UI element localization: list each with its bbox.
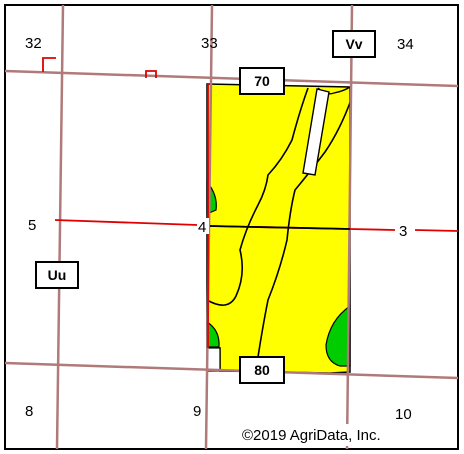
section-label-34: 34 [397, 36, 414, 53]
excluded-strip [302, 88, 330, 176]
soil-boundary-1 [206, 87, 309, 306]
copyright-bg [238, 424, 456, 446]
soil-label-uu-box [35, 261, 79, 289]
section-label-3: 3 [399, 223, 407, 240]
section-lines [4, 4, 459, 450]
soil-label-vv: Vv [345, 36, 362, 52]
green-soil-patch-west-lower [206, 320, 220, 348]
road-label-70-box [239, 67, 285, 95]
copyright-text: ©2019 AgriData, Inc. [242, 427, 381, 444]
excluded-corner [206, 347, 221, 372]
section-label-33: 33 [201, 35, 218, 52]
soil-label-vv-box [332, 30, 376, 58]
soil-boundary-2 [255, 99, 352, 371]
section-label-8: 8 [25, 403, 33, 420]
section-label-32: 32 [25, 35, 42, 52]
road-label-70: 70 [254, 73, 270, 89]
soil-label-uu: Uu [48, 267, 67, 283]
section-label-4-bg [197, 218, 209, 234]
green-soil-patch-east [325, 304, 351, 367]
section-label-9: 9 [193, 403, 201, 420]
road-label-80: 80 [254, 362, 270, 378]
section-label-3-bg [397, 222, 411, 238]
road-label-80-box [239, 356, 285, 384]
section-label-4: 4 [198, 219, 206, 236]
section-label-5: 5 [28, 217, 36, 234]
field-division-line [209, 225, 351, 230]
section-label-10: 10 [395, 406, 412, 423]
